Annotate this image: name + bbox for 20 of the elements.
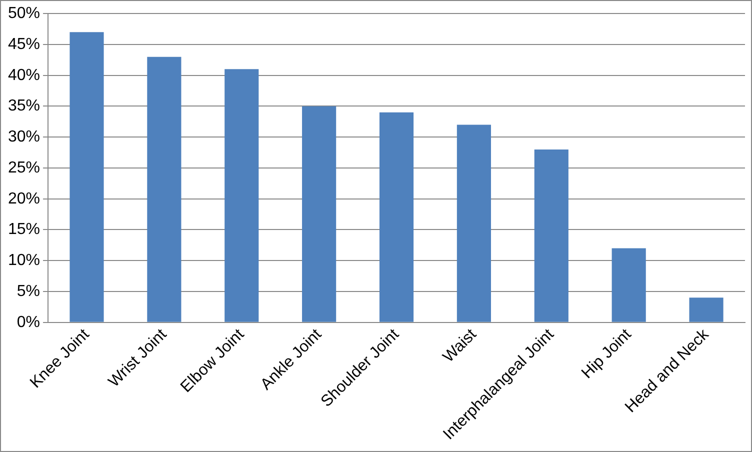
y-tick-label: 30% xyxy=(8,128,40,146)
bar xyxy=(612,248,646,322)
bar xyxy=(379,112,414,322)
y-tick-label: 20% xyxy=(8,190,40,208)
y-tick-label: 40% xyxy=(8,66,40,84)
bar xyxy=(147,56,182,322)
bar xyxy=(224,69,259,322)
y-tick-label: 25% xyxy=(8,159,40,176)
bar xyxy=(70,32,104,322)
bar xyxy=(302,106,336,322)
y-tick-label: 10% xyxy=(8,252,40,270)
bar xyxy=(534,149,568,322)
y-tick-label: 35% xyxy=(8,98,40,115)
y-tick-label: 0% xyxy=(16,314,40,331)
bar xyxy=(456,124,491,322)
y-tick-label: 50% xyxy=(8,5,40,22)
y-tick-label: 45% xyxy=(8,36,40,53)
y-tick-label: 15% xyxy=(8,221,40,238)
bar xyxy=(689,298,724,322)
y-tick-label: 5% xyxy=(16,282,40,300)
